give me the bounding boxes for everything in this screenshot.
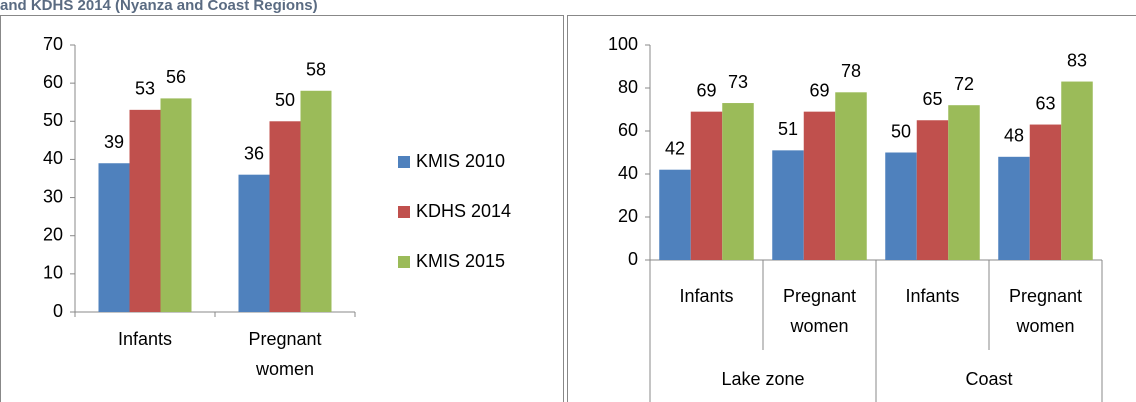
page-title: and KDHS 2014 (Nyanza and Coast Regions) xyxy=(0,0,318,14)
y-tick-label: 20 xyxy=(618,206,638,226)
group-label: Lake zone xyxy=(721,369,804,389)
y-tick-label: 60 xyxy=(618,120,638,140)
y-tick-label: 10 xyxy=(43,263,63,283)
data-label: 83 xyxy=(1067,50,1087,70)
bar xyxy=(160,98,192,313)
bar xyxy=(98,163,130,312)
data-label: 56 xyxy=(166,67,186,87)
data-label: 69 xyxy=(696,80,716,100)
group-label: Coast xyxy=(965,369,1012,389)
data-label: 65 xyxy=(922,89,942,109)
x-tick-label: Pregnant women xyxy=(1009,286,1082,336)
legend-swatch xyxy=(398,156,410,168)
bar xyxy=(885,152,917,260)
bar xyxy=(722,103,754,260)
y-tick-label: 30 xyxy=(43,186,63,206)
chart-frame xyxy=(0,15,564,402)
chart-frame xyxy=(567,15,1136,402)
bar xyxy=(659,169,691,260)
y-tick-label: 80 xyxy=(618,77,638,97)
data-label: 50 xyxy=(275,90,295,110)
bar xyxy=(835,92,867,260)
data-label: 48 xyxy=(1004,126,1024,146)
y-tick-label: 100 xyxy=(608,34,638,54)
bar xyxy=(948,105,980,260)
bar xyxy=(998,156,1030,260)
y-tick-label: 40 xyxy=(618,163,638,183)
data-label: 78 xyxy=(841,61,861,81)
legend-swatch xyxy=(398,256,410,268)
data-label: 36 xyxy=(244,143,264,163)
bar xyxy=(803,111,836,261)
data-label: 51 xyxy=(778,119,798,139)
legend-label: KDHS 2014 xyxy=(416,201,511,221)
data-label: 58 xyxy=(306,60,326,80)
data-label: 53 xyxy=(135,79,155,99)
x-tick-label: Infants xyxy=(118,329,172,349)
legend-label: KMIS 2010 xyxy=(416,151,505,171)
data-label: 73 xyxy=(728,72,748,92)
y-tick-label: 60 xyxy=(43,72,63,92)
bar xyxy=(1061,81,1093,260)
y-tick-label: 70 xyxy=(43,34,63,54)
bar xyxy=(690,111,723,261)
y-tick-label: 50 xyxy=(43,110,63,130)
y-tick-label: 20 xyxy=(43,224,63,244)
x-tick-label: Infants xyxy=(905,286,959,306)
bar xyxy=(1029,124,1062,260)
legend-swatch xyxy=(398,206,410,218)
bar xyxy=(772,150,804,260)
bar xyxy=(300,90,332,313)
data-label: 69 xyxy=(809,80,829,100)
data-label: 72 xyxy=(954,74,974,94)
bar xyxy=(238,174,270,312)
bar xyxy=(916,120,949,260)
x-tick-label: Pregnant women xyxy=(783,286,856,336)
legend-label: KMIS 2015 xyxy=(416,251,505,271)
data-label: 50 xyxy=(891,121,911,141)
x-tick-label: Infants xyxy=(679,286,733,306)
bar xyxy=(269,121,301,313)
bar xyxy=(129,109,161,312)
x-tick-label: Pregnant women xyxy=(248,329,321,379)
data-label: 63 xyxy=(1035,93,1055,113)
y-tick-label: 0 xyxy=(628,249,638,269)
y-tick-label: 40 xyxy=(43,148,63,168)
y-tick-label: 0 xyxy=(53,301,63,321)
data-label: 42 xyxy=(665,138,685,158)
data-label: 39 xyxy=(104,132,124,152)
